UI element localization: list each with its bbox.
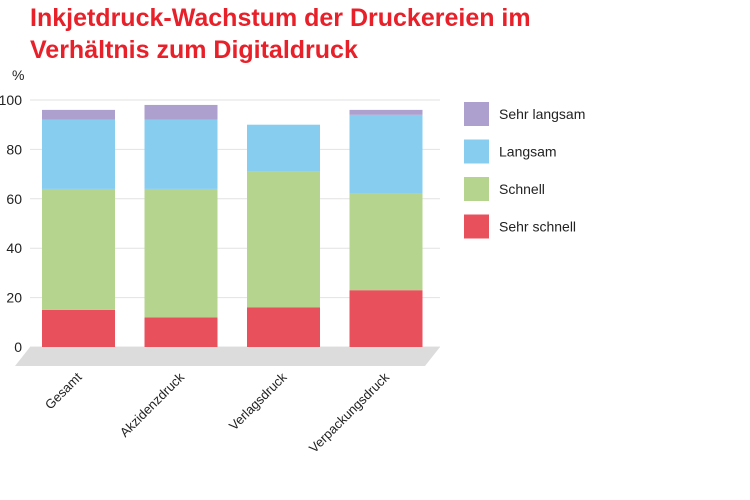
legend-swatch xyxy=(464,139,489,164)
bar-segment xyxy=(247,171,320,308)
y-axis-label: % xyxy=(12,67,24,83)
bar-segment xyxy=(42,188,115,310)
legend: Sehr langsam Langsam Schnell Sehr schnell xyxy=(464,102,585,239)
y-tick-label: 40 xyxy=(6,240,22,256)
bars xyxy=(42,104,423,347)
legend-label: Schnell xyxy=(499,181,545,197)
bar-segment xyxy=(42,119,115,189)
y-tick-label: 20 xyxy=(6,290,22,306)
x-tick-label: Verlagsdruck xyxy=(226,369,290,433)
bar-segment xyxy=(144,119,218,189)
bar-segment xyxy=(144,188,218,318)
bar-segment xyxy=(349,109,423,115)
legend-swatch xyxy=(464,177,489,201)
y-tick-label: 0 xyxy=(14,339,22,355)
bar-segment xyxy=(247,124,320,172)
x-axis-ticks: Gesamt Akzidenzdruck Verlagsdruck Verpackun… xyxy=(42,369,393,456)
legend-swatch xyxy=(464,214,489,239)
legend-swatch xyxy=(464,102,489,126)
y-axis-ticks: 0 20 40 60 80 100 xyxy=(0,92,22,355)
x-tick-label: Akzidenzdruck xyxy=(117,369,188,440)
bar-segment xyxy=(349,193,423,291)
bar-segment xyxy=(144,104,218,120)
bar-segment xyxy=(349,290,423,347)
y-tick-label: 60 xyxy=(6,191,22,207)
bar-segment xyxy=(42,309,115,347)
y-tick-label: 100 xyxy=(0,92,22,108)
bar-segment xyxy=(144,317,218,347)
legend-label: Sehr langsam xyxy=(499,106,585,122)
legend-label: Langsam xyxy=(499,144,557,160)
bar-segment xyxy=(247,307,320,347)
x-tick-label: Gesamt xyxy=(42,369,85,412)
legend-label: Sehr schnell xyxy=(499,219,576,235)
bar-segment xyxy=(42,109,115,120)
chart-floor xyxy=(15,347,440,366)
x-tick-label: Verpackungsdruck xyxy=(306,369,393,456)
bar-segment xyxy=(349,114,423,194)
chart-title: Inkjetdruck-Wachstum der Druckereien im … xyxy=(30,4,531,64)
y-tick-label: 80 xyxy=(6,141,22,157)
